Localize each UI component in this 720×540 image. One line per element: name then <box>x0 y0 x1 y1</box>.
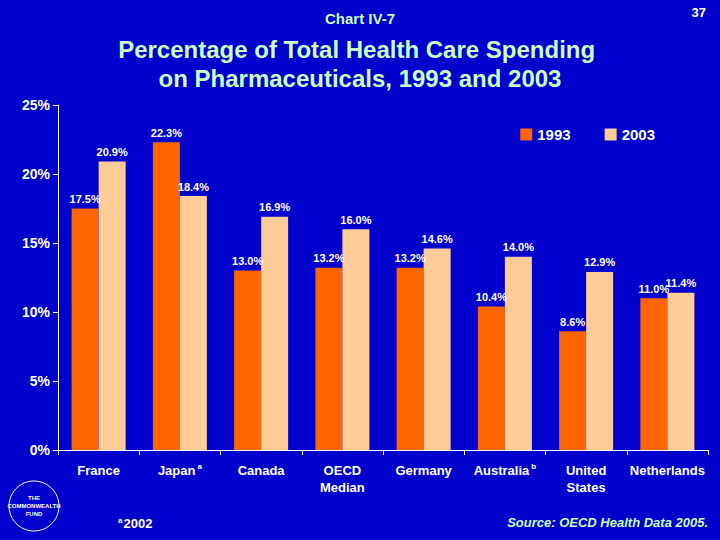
svg-text:15%: 15% <box>22 235 51 251</box>
svg-text:22.3%: 22.3% <box>151 127 182 139</box>
svg-text:2002: 2002 <box>123 516 152 531</box>
svg-text:Japan: Japan <box>158 463 196 478</box>
svg-text:16.9%: 16.9% <box>259 201 290 213</box>
svg-text:France: France <box>77 463 120 478</box>
svg-text:Australia: Australia <box>474 463 530 478</box>
svg-text:a: a <box>197 462 202 471</box>
svg-text:COMMONWEALTH: COMMONWEALTH <box>7 503 60 509</box>
svg-text:Chart IV-7: Chart IV-7 <box>325 10 395 27</box>
svg-text:14.6%: 14.6% <box>422 233 453 245</box>
svg-text:a: a <box>118 516 123 525</box>
svg-text:2003: 2003 <box>622 126 655 143</box>
svg-text:Median: Median <box>320 480 365 495</box>
svg-text:States: States <box>567 480 606 495</box>
svg-text:Netherlands: Netherlands <box>630 463 705 478</box>
svg-text:Germany: Germany <box>395 463 452 478</box>
svg-text:0%: 0% <box>30 442 51 458</box>
svg-text:20%: 20% <box>22 166 51 182</box>
svg-text:13.2%: 13.2% <box>395 252 426 264</box>
svg-text:Source: OECD Health Data 2005.: Source: OECD Health Data 2005. <box>507 515 708 530</box>
svg-text:b: b <box>531 462 536 471</box>
svg-text:OECD: OECD <box>324 463 362 478</box>
svg-text:Percentage of Total Health Car: Percentage of Total Health Care Spending <box>118 36 602 63</box>
svg-text:on Pharmaceuticals, 1993 and 2: on Pharmaceuticals, 1993 and 2003 <box>159 65 562 92</box>
svg-text:8.6%: 8.6% <box>560 316 585 328</box>
svg-text:20.9%: 20.9% <box>97 146 128 158</box>
svg-text:10%: 10% <box>22 304 51 320</box>
svg-text:13.0%: 13.0% <box>232 255 263 267</box>
svg-text:United: United <box>566 463 607 478</box>
svg-text:FUND: FUND <box>26 511 43 517</box>
svg-text:THE: THE <box>28 495 40 501</box>
svg-text:12.9%: 12.9% <box>584 256 615 268</box>
svg-text:17.5%: 17.5% <box>70 193 101 205</box>
svg-text:13.2%: 13.2% <box>313 252 344 264</box>
svg-text:37: 37 <box>692 5 706 20</box>
svg-text:1993: 1993 <box>537 126 570 143</box>
svg-text:Canada: Canada <box>238 463 286 478</box>
svg-text:14.0%: 14.0% <box>503 241 534 253</box>
svg-text:11.0%: 11.0% <box>638 282 670 295</box>
svg-text:18.4%: 18.4% <box>178 181 209 193</box>
svg-text:5%: 5% <box>30 373 51 389</box>
svg-text:16.0%: 16.0% <box>340 214 371 226</box>
svg-text:11.4%: 11.4% <box>666 277 697 289</box>
svg-text:25%: 25% <box>22 97 51 113</box>
svg-text:10.4%: 10.4% <box>476 291 507 303</box>
